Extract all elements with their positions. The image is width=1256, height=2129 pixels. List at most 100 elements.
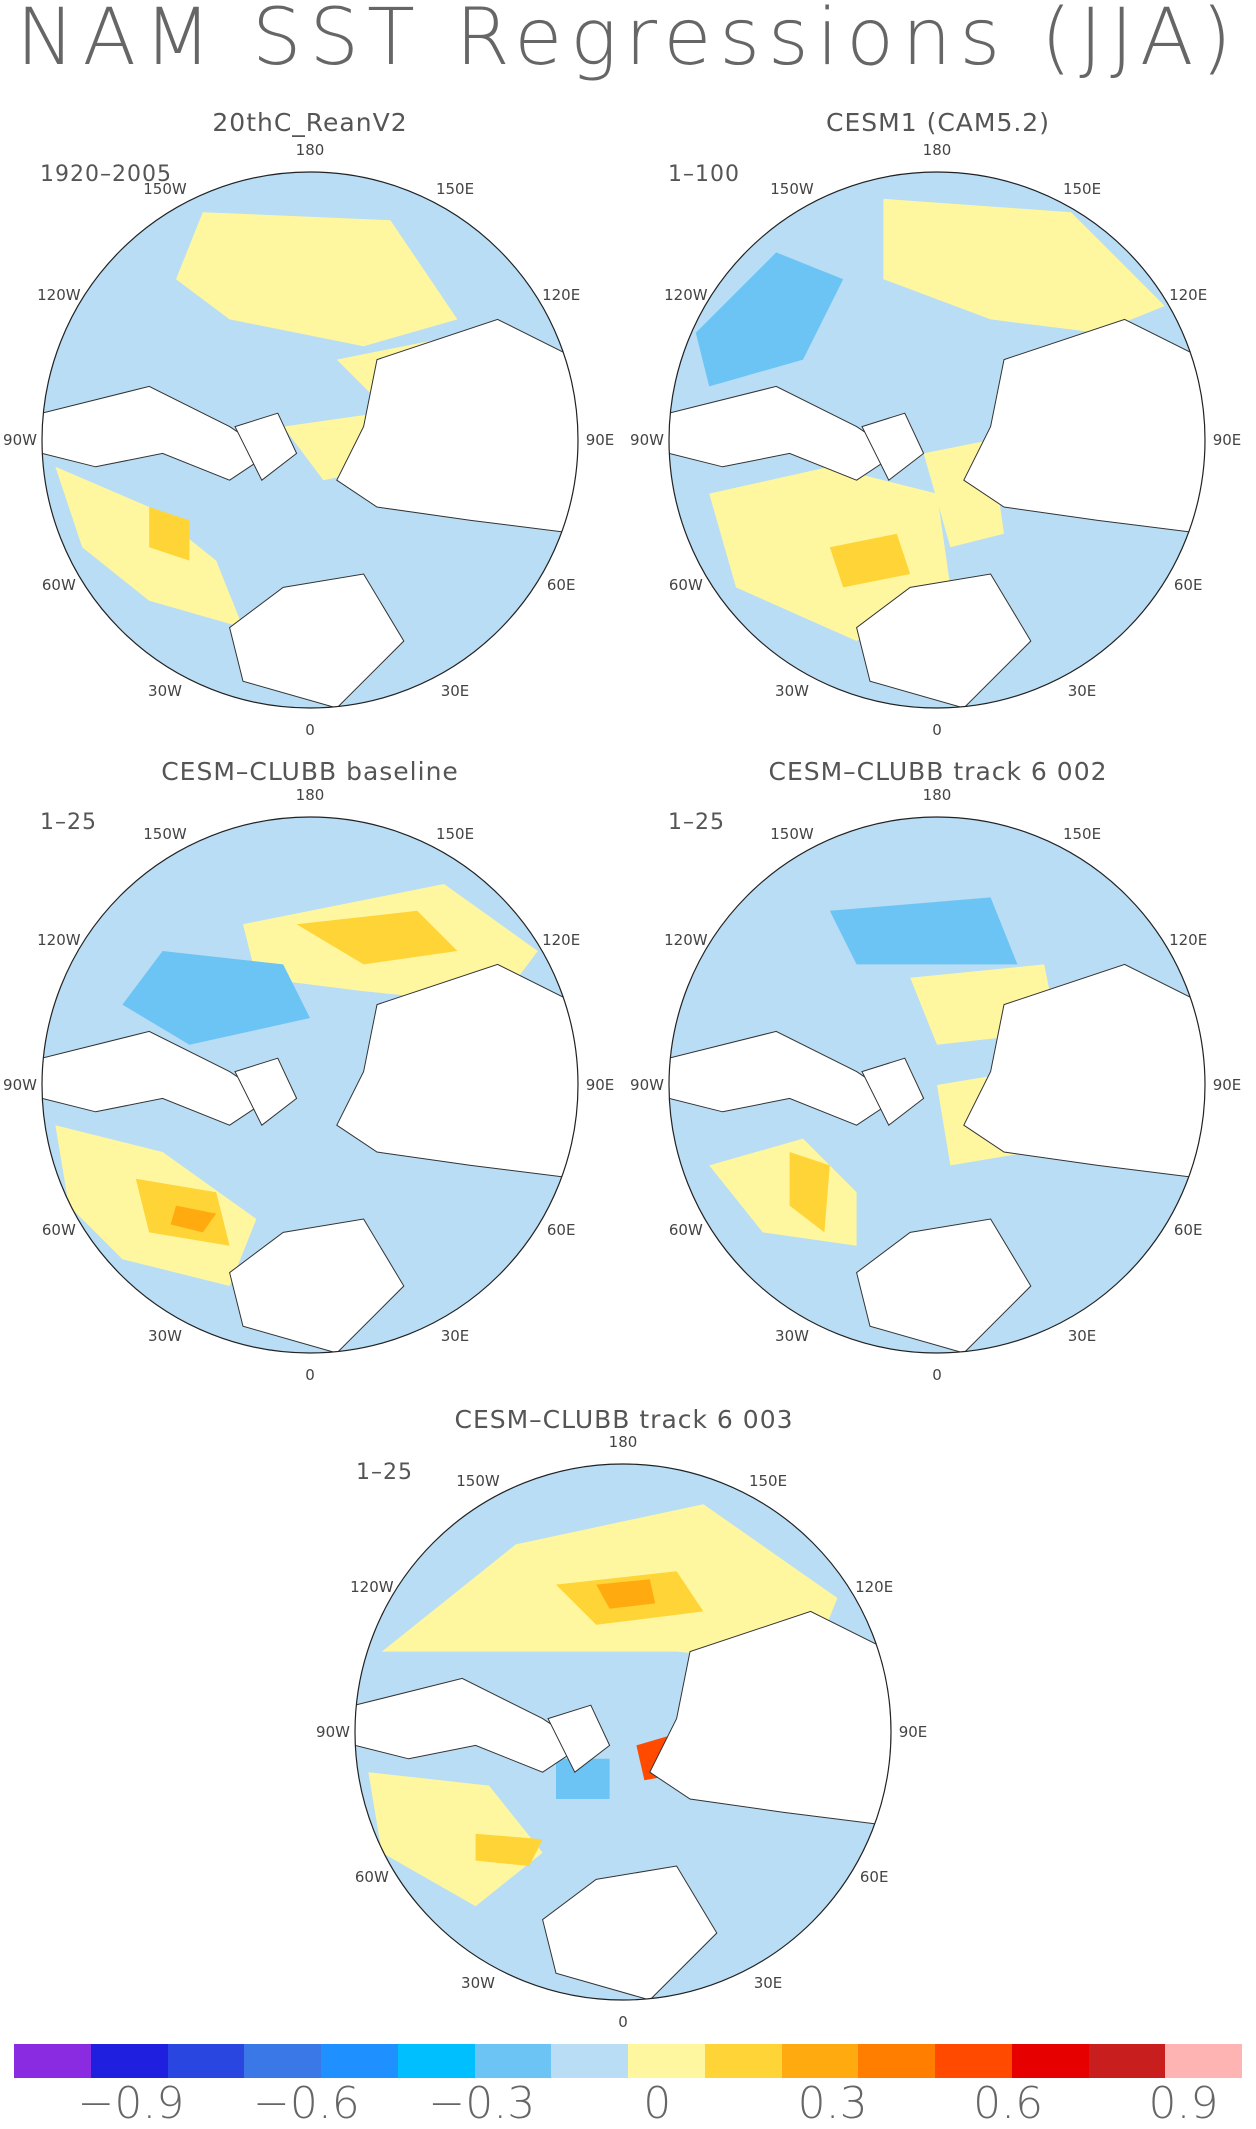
colorbar-cell: [167, 2044, 245, 2078]
longitude-label: 60E: [546, 1221, 576, 1239]
contour-region: [296, 910, 458, 965]
longitude-label: 180: [922, 141, 952, 159]
colorbar-tick-label: 0: [643, 2078, 672, 2129]
land-mass: [336, 963, 578, 1180]
colorbar-tick-label: −0.3: [428, 2078, 536, 2129]
longitude-label: 180: [608, 1433, 638, 1451]
contour-region: [368, 1772, 543, 1907]
longitude-label: 60E: [859, 1868, 889, 1886]
panel-period: 1–100: [668, 162, 740, 187]
longitude-label: 150E: [435, 824, 475, 843]
longitude-label: 60E: [1173, 576, 1203, 594]
colorbar-tick-label: 0.3: [797, 2078, 868, 2129]
land-mass: [649, 1610, 891, 1827]
longitude-label: 90E: [585, 1076, 615, 1094]
longitude-label: 90W: [3, 431, 37, 449]
colorbar-cell: [1011, 2044, 1089, 2078]
colorbar-cell: [935, 2044, 1012, 2078]
longitude-label: 30W: [461, 1974, 495, 1993]
longitude-label: 90W: [316, 1723, 350, 1741]
longitude-label: 90W: [630, 431, 664, 449]
colorbar-cell: [1088, 2044, 1166, 2078]
longitude-label: 90E: [1212, 1076, 1242, 1094]
longitude-label: 90E: [585, 431, 615, 449]
longitude-label: 60W: [41, 1221, 76, 1239]
longitude-label: 90W: [630, 1076, 664, 1094]
contour-region: [789, 1152, 830, 1233]
colorbar-tick-label: −0.6: [252, 2078, 360, 2129]
contour-region: [883, 198, 1165, 333]
panel-title: CESM–CLUBB track 6 003: [454, 1405, 794, 1434]
longitude-label: 150E: [1062, 824, 1102, 843]
longitude-label: 0: [618, 2013, 628, 2031]
colorbar-cell: [1165, 2044, 1242, 2078]
land-mass: [229, 573, 405, 708]
longitude-label: 30E: [1067, 682, 1097, 701]
contour-region: [829, 533, 911, 588]
land-mass: [234, 1057, 298, 1126]
longitude-label: 180: [295, 786, 325, 804]
land-mass: [542, 1865, 718, 2000]
land-mass: [963, 963, 1205, 1180]
land-mass: [861, 1057, 925, 1126]
panel-period: 1–25: [356, 1460, 413, 1485]
longitude-label: 180: [295, 141, 325, 159]
longitude-label: 120W: [664, 286, 708, 304]
colorbar-cell: [551, 2044, 628, 2078]
longitude-label: 180: [922, 786, 952, 804]
colorbar-cell: [90, 2044, 168, 2078]
longitude-label: 150E: [435, 179, 475, 198]
colorbar-tick-label: 0.6: [973, 2078, 1044, 2129]
longitude-label: 120E: [855, 1578, 894, 1596]
land-mass: [856, 573, 1032, 708]
contour-region: [596, 1579, 656, 1609]
longitude-label: 60W: [41, 576, 76, 594]
longitude-label: 0: [932, 1366, 942, 1384]
longitude-label: 30W: [148, 1327, 182, 1346]
longitude-label: 150W: [456, 1471, 500, 1490]
longitude-label: 120E: [1169, 286, 1208, 304]
panel-period: 1920–2005: [40, 162, 172, 187]
colorbar-cell: [321, 2044, 398, 2078]
colorbar-cell: [397, 2044, 475, 2078]
panel-period: 1–25: [668, 810, 725, 835]
longitude-label: 120W: [664, 931, 708, 949]
colorbar-cell: [781, 2044, 859, 2078]
map-boundary: [354, 1463, 892, 2001]
longitude-label: 30E: [753, 1974, 783, 1993]
longitude-label: 150W: [770, 179, 814, 198]
land-mass: [355, 1677, 584, 1773]
longitude-label: 90W: [3, 1076, 37, 1094]
longitude-label: 120W: [350, 1578, 394, 1596]
map-boundary: [41, 816, 579, 1354]
land-mass: [42, 1030, 271, 1126]
panel-period: 1–25: [40, 810, 97, 835]
land-mass: [336, 318, 578, 535]
longitude-label: 120E: [1169, 931, 1208, 949]
longitude-label: 60W: [668, 576, 703, 594]
map-boundary: [668, 171, 1206, 709]
land-mass: [547, 1704, 611, 1773]
colorbar: [14, 2044, 1242, 2078]
longitude-label: 0: [305, 721, 315, 739]
contour-region: [829, 897, 1018, 965]
contour-region: [170, 1205, 217, 1233]
land-mass: [42, 385, 271, 481]
longitude-label: 150E: [748, 1471, 788, 1490]
longitude-label: 60E: [1173, 1221, 1203, 1239]
longitude-label: 120W: [37, 931, 81, 949]
longitude-label: 0: [305, 1366, 315, 1384]
longitude-label: 120E: [542, 286, 581, 304]
contour-region: [122, 951, 311, 1045]
land-mass: [963, 318, 1205, 535]
panel-title: CESM–CLUBB baseline: [161, 757, 459, 786]
longitude-label: 120E: [542, 931, 581, 949]
longitude-label: 90E: [898, 1723, 928, 1741]
longitude-label: 120W: [37, 286, 81, 304]
longitude-label: 30E: [440, 682, 470, 701]
panel-title: CESM1 (CAM5.2): [826, 108, 1050, 137]
land-mass: [669, 1030, 898, 1126]
